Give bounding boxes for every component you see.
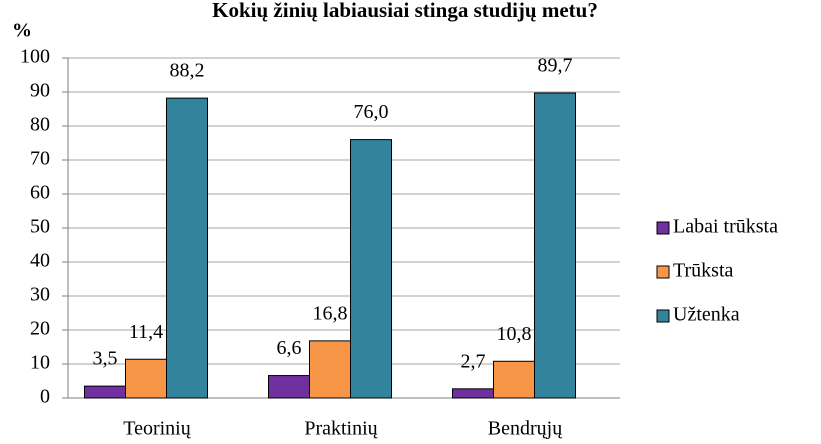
bar: [84, 385, 126, 399]
y-tick-label: 80: [30, 114, 50, 136]
y-axis-label: %: [12, 20, 32, 42]
data-label: 3,5: [93, 348, 118, 370]
chart-title: Kokių žinių labiausiai stinga studijų me…: [212, 0, 598, 22]
bar: [166, 97, 208, 399]
legend-label: Labai trūksta: [673, 216, 778, 238]
bar: [309, 340, 351, 399]
y-tick-label: 60: [30, 182, 50, 204]
legend-swatch: [656, 265, 670, 279]
y-tick-label: 0: [40, 386, 50, 408]
data-label: 11,4: [129, 321, 163, 343]
y-tick-label: 70: [30, 148, 50, 170]
x-tick-label: Teorinių: [123, 418, 191, 440]
data-label: 6,6: [277, 337, 302, 359]
bar: [493, 360, 535, 399]
legend-label: Užtenka: [673, 304, 740, 326]
y-tick-label: 100: [20, 46, 50, 68]
legend-swatch: [656, 221, 670, 235]
x-tick-label: Praktinių: [304, 418, 378, 440]
data-label: 89,7: [538, 55, 573, 77]
bar: [534, 92, 576, 399]
bar: [452, 388, 494, 399]
y-tick-label: 20: [30, 318, 50, 340]
data-label: 16,8: [313, 302, 348, 324]
data-label: 10,8: [497, 323, 532, 345]
y-tick-label: 10: [30, 352, 50, 374]
y-tick-label: 40: [30, 250, 50, 272]
x-tick-label: Bendrųjų: [488, 418, 563, 440]
bar: [268, 375, 310, 399]
y-tick-label: 90: [30, 80, 50, 102]
y-tick-label: 30: [30, 284, 50, 306]
bar: [125, 358, 167, 399]
data-label: 76,0: [354, 101, 389, 123]
legend-label: Trūksta: [673, 260, 734, 282]
legend-swatch: [656, 309, 670, 323]
bar: [350, 139, 392, 399]
data-label: 2,7: [461, 350, 486, 372]
y-tick-label: 50: [30, 216, 50, 238]
data-label: 88,2: [170, 60, 205, 82]
